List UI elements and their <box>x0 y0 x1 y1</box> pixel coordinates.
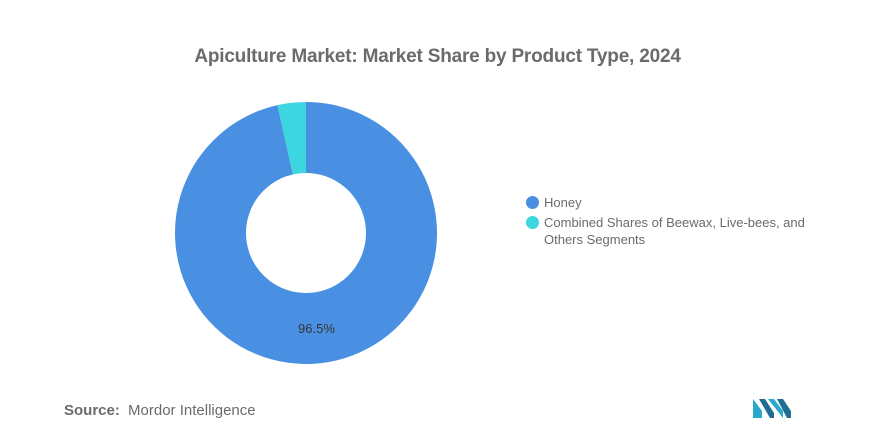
donut-slice-1 <box>277 102 306 175</box>
mordor-intelligence-logo-icon <box>753 399 791 418</box>
legend-item-0: Honey <box>526 194 826 211</box>
legend-item-1: Combined Shares of Beewax, Live-bees, an… <box>526 214 826 248</box>
source-text: Mordor Intelligence <box>128 402 256 419</box>
chart-title: Apiculture Market: Market Share by Produ… <box>194 46 681 67</box>
donut-slice-label-0: 96.5% <box>298 321 335 336</box>
source-label: Source: <box>64 402 120 419</box>
source-line: Source: Mordor Intelligence <box>64 402 256 419</box>
donut-slice-0 <box>175 102 438 364</box>
legend-label-0: Honey <box>544 195 582 210</box>
legend-swatch-0 <box>526 196 539 209</box>
legend-swatch-1 <box>526 216 539 229</box>
chart-legend: Honey Combined Shares of Beewax, Live-bee… <box>526 194 826 251</box>
legend-label-1: Combined Shares of Beewax, Live-bees, an… <box>544 215 805 247</box>
